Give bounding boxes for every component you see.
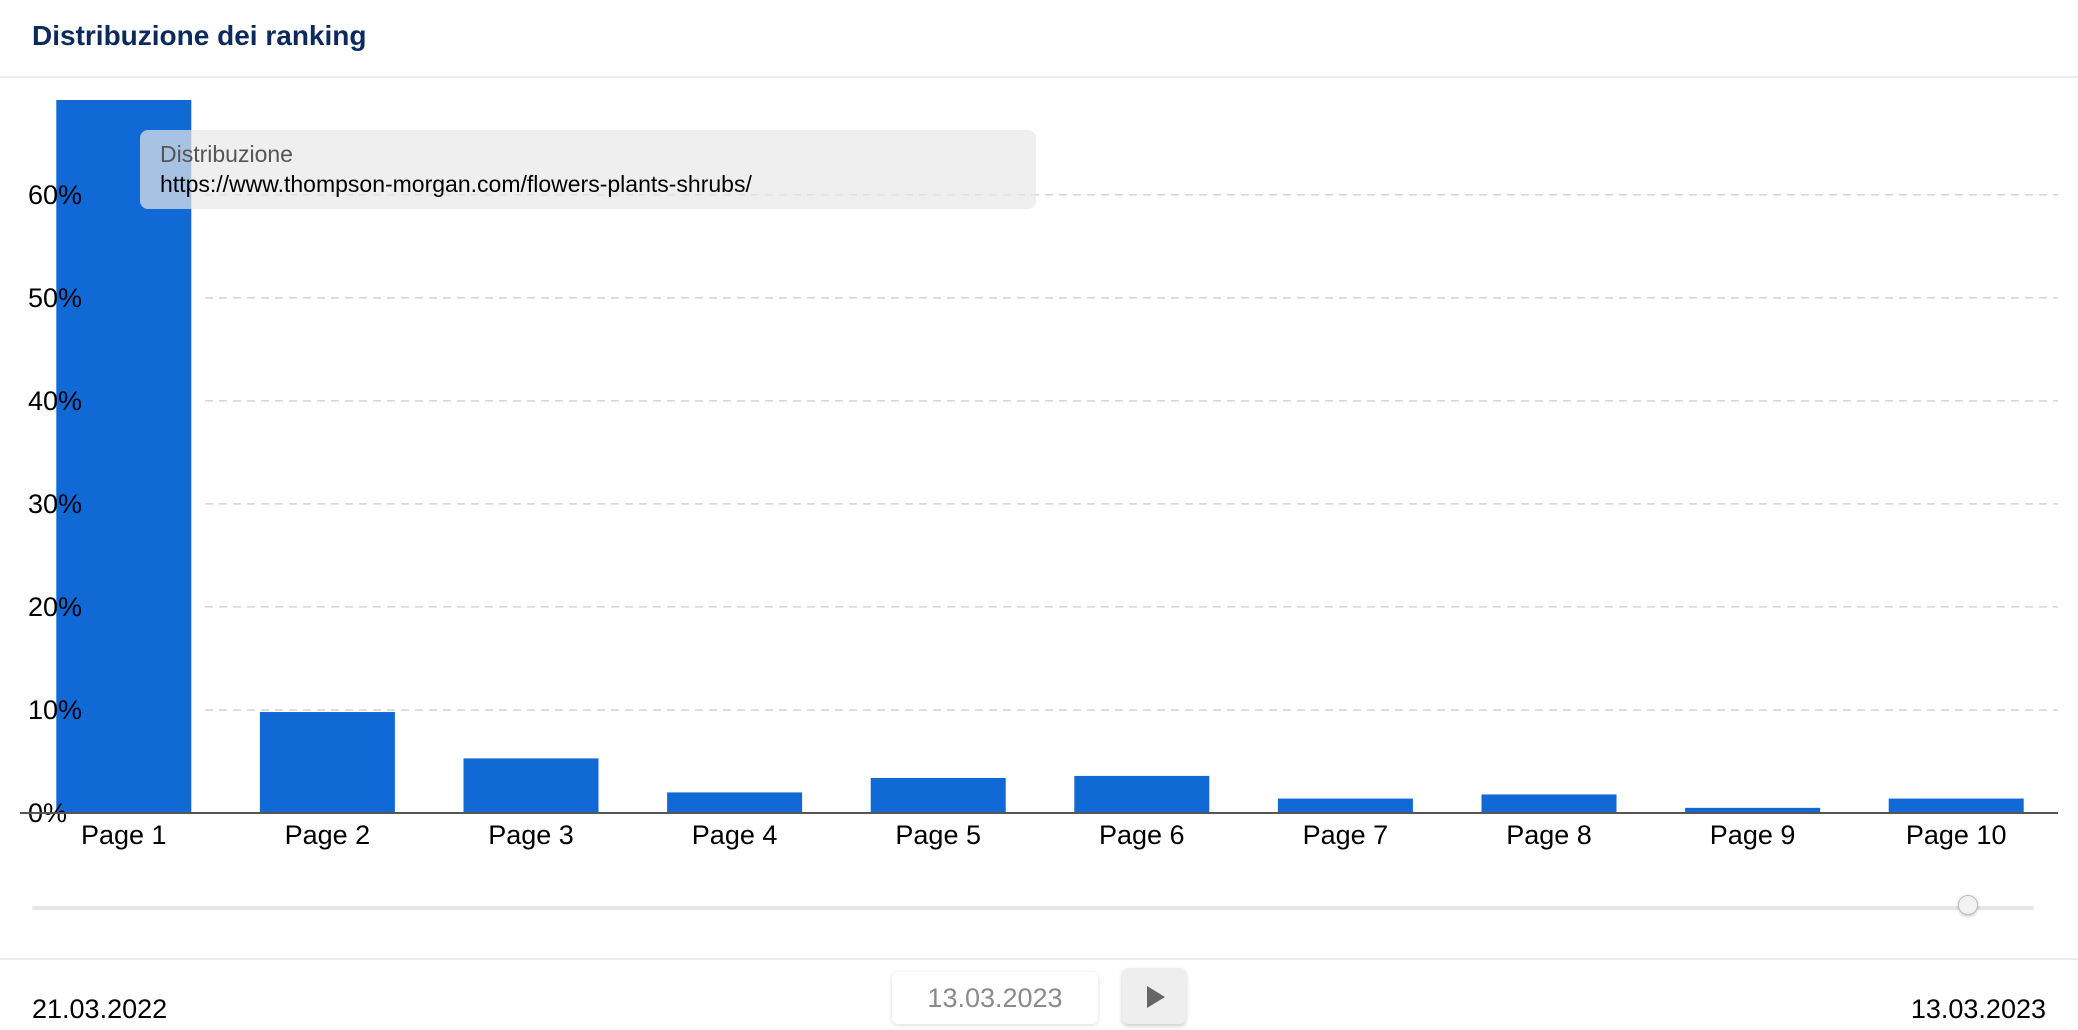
bars <box>56 100 2024 813</box>
tooltip-url: https://www.thompson-morgan.com/flowers-… <box>160 171 752 197</box>
tooltip-title: Distribuzione <box>160 141 293 167</box>
y-tick-label: 40% <box>28 386 82 416</box>
bar-page-2[interactable] <box>259 712 395 813</box>
timeline-slider-thumb[interactable] <box>1958 895 1978 915</box>
bar-page-10[interactable] <box>1888 798 2024 813</box>
x-tick-label: Page 3 <box>488 820 574 850</box>
chart-title: Distribuzione dei ranking <box>32 20 367 51</box>
y-tick-label: 10% <box>28 695 82 725</box>
x-tick-label: Page 4 <box>692 820 778 850</box>
play-button[interactable] <box>1122 968 1186 1024</box>
timeline-current-date[interactable]: 13.03.2023 <box>892 972 1098 1024</box>
x-tick-label: Page 8 <box>1506 820 1592 850</box>
x-tick-label: Page 9 <box>1710 820 1796 850</box>
y-tick-label: 50% <box>28 283 82 313</box>
timeline-start-date: 21.03.2022 <box>32 994 168 1024</box>
x-tick-label: Page 1 <box>81 820 167 850</box>
x-tick-label: Page 7 <box>1303 820 1389 850</box>
y-tick-label: 20% <box>28 592 82 622</box>
x-tick-label: Page 10 <box>1906 820 2007 850</box>
chart-header: Distribuzione dei ranking <box>0 0 2078 78</box>
bar-page-4[interactable] <box>667 792 803 813</box>
bar-page-3[interactable] <box>463 758 599 813</box>
gridlines <box>205 194 2058 711</box>
bar-page-8[interactable] <box>1481 794 1617 813</box>
bar-page-6[interactable] <box>1074 775 1210 813</box>
chart-tooltip: Distribuzione https://www.thompson-morga… <box>140 130 1036 209</box>
play-icon <box>1147 986 1165 1008</box>
x-tick-label: Page 2 <box>285 820 371 850</box>
timeline-end-date: 13.03.2023 <box>1910 994 2046 1024</box>
bar-page-9[interactable] <box>1685 807 1821 813</box>
bar-page-5[interactable] <box>870 777 1006 813</box>
x-tick-labels: Page 1 Page 2 Page 3 Page 4 Page 5 Page 6 Page… <box>81 820 2006 850</box>
y-tick-labels: 0%10%20%30%40%50%60% <box>28 180 82 828</box>
timeline-footer: 21.03.2022 13.03.2023 13.03.2023 <box>0 958 2078 1030</box>
bar-page-1[interactable] <box>56 100 192 813</box>
x-tick-label: Page 5 <box>895 820 981 850</box>
bar-page-7[interactable] <box>1277 798 1413 813</box>
x-tick-label: Page 6 <box>1099 820 1185 850</box>
y-tick-label: 60% <box>28 180 82 210</box>
timeline-slider-track[interactable] <box>32 906 2034 910</box>
y-tick-label: 30% <box>28 489 82 519</box>
